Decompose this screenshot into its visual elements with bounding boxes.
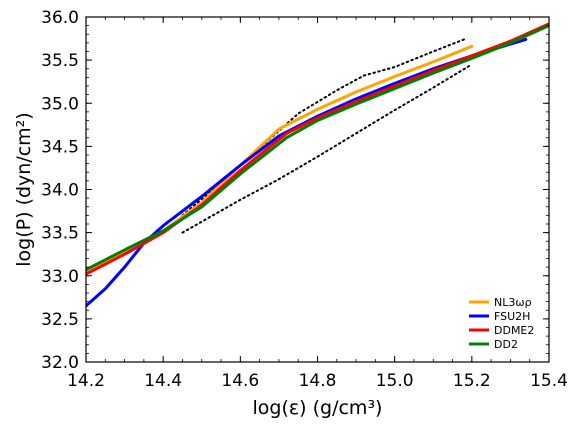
legend-label-1: NL3ωρ bbox=[494, 296, 532, 309]
x-tick-label: 15.4 bbox=[530, 371, 568, 391]
dotted-bound-line-1 bbox=[181, 63, 473, 234]
plot-layer bbox=[86, 22, 549, 308]
series-line-2 bbox=[86, 37, 528, 308]
x-tick-label: 14.6 bbox=[221, 371, 259, 391]
y-tick-label: 34.0 bbox=[41, 181, 79, 201]
plot-frame bbox=[85, 16, 550, 363]
y-axis-label: log(P) (dyn/cm²) bbox=[13, 112, 35, 266]
ticks-layer: 14.2 14.4 14.6 14.8 15.0 15.2 15.4 32.0 32.5 33.0… bbox=[41, 8, 568, 391]
y-tick-label: 32.0 bbox=[41, 353, 79, 373]
x-axis-label: log(ε) (g/cm³) bbox=[253, 397, 383, 419]
y-tick-label: 33.5 bbox=[41, 224, 79, 244]
x-tick-label: 15.2 bbox=[453, 371, 491, 391]
y-tick-label: 35.0 bbox=[41, 94, 79, 114]
y-tick-label: 34.5 bbox=[41, 137, 79, 157]
legend-label-2: FSU2H bbox=[494, 310, 530, 323]
series-lines bbox=[86, 22, 549, 308]
x-tick-label: 14.4 bbox=[144, 371, 182, 391]
y-tick-label: 33.0 bbox=[41, 267, 79, 287]
x-tick-label: 15.0 bbox=[376, 371, 414, 391]
series-line-3 bbox=[86, 22, 549, 276]
x-tick-label: 14.2 bbox=[67, 371, 105, 391]
legend-label-4: DD2 bbox=[494, 338, 518, 351]
x-tick-label: 14.8 bbox=[299, 371, 337, 391]
series-line-4 bbox=[86, 24, 549, 272]
y-tick-label: 36.0 bbox=[41, 8, 79, 28]
y-tick-label: 32.5 bbox=[41, 310, 79, 330]
legend-label-3: DDME2 bbox=[494, 324, 534, 337]
dotted-bound-line-2 bbox=[181, 38, 466, 217]
y-tick-label: 35.5 bbox=[41, 51, 79, 71]
